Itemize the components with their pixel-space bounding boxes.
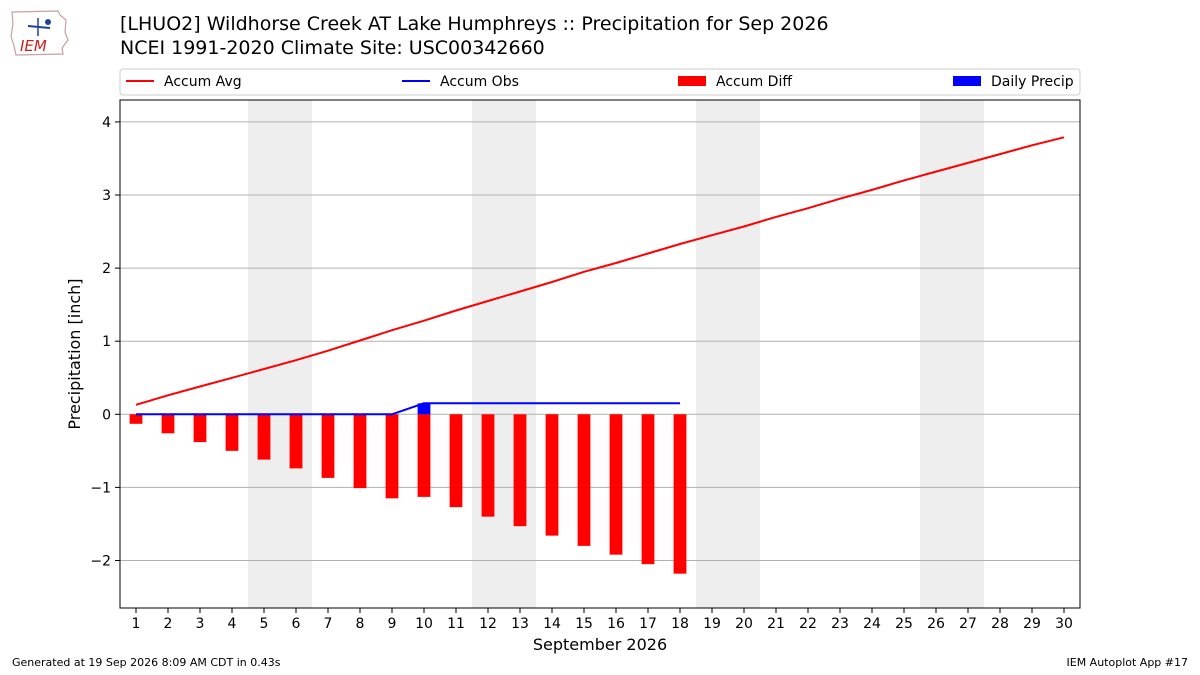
x-tick-label: 24 — [863, 616, 881, 632]
daily-precip-bar — [417, 403, 431, 415]
accum-diff-bar — [641, 414, 655, 565]
x-tick-label: 5 — [260, 616, 269, 632]
accum-diff-bar — [225, 414, 239, 451]
x-tick-label: 9 — [388, 616, 397, 632]
x-tick-label: 4 — [228, 616, 237, 632]
iem-logo-graphic: IEM — [10, 10, 69, 56]
x-tick-label: 20 — [735, 616, 753, 632]
x-tick-label: 2 — [164, 616, 173, 632]
y-tick-label: −1 — [90, 480, 111, 496]
accum-diff-bar — [321, 414, 335, 478]
daily-precip-bars — [417, 403, 431, 415]
x-tick-label: 19 — [703, 616, 721, 632]
x-tick-label: 28 — [991, 616, 1009, 632]
iem-logo: IEM — [8, 6, 72, 58]
weekend-band — [472, 100, 536, 608]
y-tick-label: 4 — [102, 115, 111, 131]
accum-diff-bar — [193, 414, 207, 443]
x-tick-label: 17 — [639, 616, 657, 632]
y-tick-label: −2 — [90, 553, 111, 569]
x-tick-label: 13 — [511, 616, 529, 632]
accum-avg-line — [135, 136, 1065, 406]
accum-obs-line — [136, 402, 680, 416]
legend-daily-swatch — [953, 76, 981, 86]
state-outline-shape — [10, 10, 69, 56]
accum-diff-bar — [449, 414, 463, 508]
y-axis-label: Precipitation [inch] — [65, 278, 84, 429]
accum-diff-bar — [481, 414, 495, 517]
x-tick-label: 22 — [799, 616, 817, 632]
x-tick-label: 8 — [356, 616, 365, 632]
x-tick-label: 30 — [1055, 616, 1073, 632]
x-tick-label: 7 — [324, 616, 333, 632]
legend-diff-label: Accum Diff — [716, 74, 792, 90]
x-tick-label: 14 — [543, 616, 561, 632]
generated-timestamp: Generated at 19 Sep 2026 8:09 AM CDT in … — [12, 656, 281, 669]
weekend-band — [696, 100, 760, 608]
accum-diff-bar — [545, 414, 559, 536]
y-gridlines — [120, 121, 1080, 561]
weekend-bands — [248, 100, 984, 608]
x-tick-label: 6 — [292, 616, 301, 632]
x-tick-label: 26 — [927, 616, 945, 632]
x-tick-label: 23 — [831, 616, 849, 632]
x-tick-label: 1 — [132, 616, 141, 632]
x-tick-label: 18 — [671, 616, 689, 632]
accum-diff-bar — [673, 414, 687, 574]
x-tick-label: 16 — [607, 616, 625, 632]
weekend-band — [248, 100, 312, 608]
x-tick-label: 11 — [447, 616, 465, 632]
accum-diff-bar — [289, 414, 303, 469]
x-axis-ticks: 1 2 3 4 5 6 7 8 9 10 11 12 13 14 15 16 17 18 19 20 21 22 23 24 2… — [132, 608, 1073, 632]
legend-diff-swatch — [678, 76, 706, 86]
x-tick-label: 15 — [575, 616, 593, 632]
accum-diff-bar — [129, 414, 143, 424]
app-credit: IEM Autoplot App #17 — [1066, 656, 1189, 669]
chart-subtitle: NCEI 1991-2020 Climate Site: USC00342660 — [120, 37, 545, 59]
y-tick-label: 0 — [102, 407, 111, 423]
series-lines — [135, 136, 1065, 416]
accum-diff-bar — [161, 414, 175, 434]
legend-avg-label: Accum Avg — [164, 74, 242, 90]
legend: Accum Avg Accum Obs Accum Diff Daily Pre… — [119, 68, 1081, 96]
x-tick-label: 12 — [479, 616, 497, 632]
y-tick-label: 1 — [102, 334, 111, 350]
x-tick-label: 3 — [196, 616, 205, 632]
y-tick-label: 2 — [102, 261, 111, 277]
accum-diff-bar — [609, 414, 623, 555]
logo-text: IEM — [20, 37, 47, 55]
x-tick-label: 27 — [959, 616, 977, 632]
weather-instrument-shape — [27, 25, 51, 29]
anemometer-shape — [45, 19, 51, 25]
x-tick-label: 25 — [895, 616, 913, 632]
accum-diff-bars — [129, 414, 687, 574]
y-axis-ticks: −2 −1 0 1 2 3 4 — [90, 115, 120, 569]
accum-diff-bar — [385, 414, 399, 499]
accum-diff-bar — [417, 414, 431, 497]
x-tick-label: 29 — [1023, 616, 1041, 632]
legend-daily-label: Daily Precip — [991, 74, 1074, 90]
x-tick-label: 21 — [767, 616, 785, 632]
accum-diff-bar — [353, 414, 367, 489]
accum-diff-bar — [513, 414, 527, 527]
y-tick-label: 3 — [102, 188, 111, 204]
x-tick-label: 10 — [415, 616, 433, 632]
weekend-band — [920, 100, 984, 608]
legend-obs-label: Accum Obs — [440, 74, 519, 90]
legend-frame — [119, 68, 1081, 96]
accum-diff-bar — [257, 414, 271, 460]
x-axis-label: September 2026 — [533, 635, 667, 654]
accum-diff-bar — [577, 414, 591, 546]
chart-title: [LHUO2] Wildhorse Creek AT Lake Humphrey… — [120, 13, 829, 35]
plot-frame — [119, 99, 1081, 609]
